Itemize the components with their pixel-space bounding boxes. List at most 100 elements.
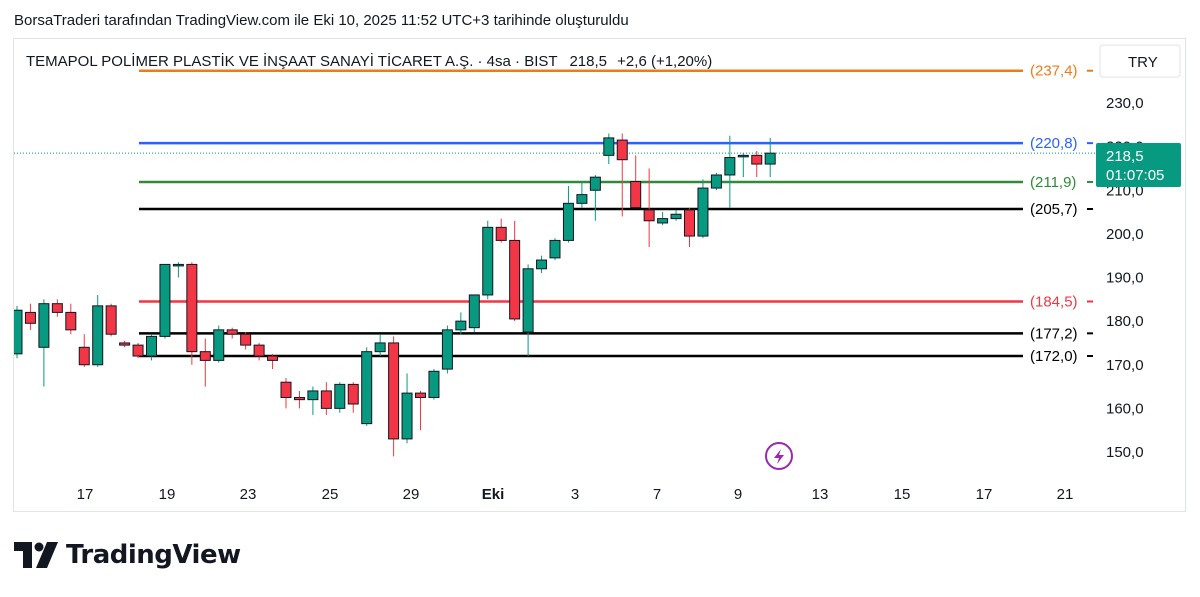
candle-body — [226, 329, 238, 335]
candle-body — [51, 303, 63, 313]
candle-body — [441, 329, 453, 370]
candle-11 — [159, 263, 171, 339]
candle-23 — [320, 382, 332, 415]
x-tick-label: Eki — [482, 486, 505, 503]
candle-body — [657, 218, 669, 224]
candle-48 — [657, 212, 669, 226]
currency-button[interactable]: TRY — [1099, 44, 1181, 78]
candle-17 — [240, 332, 252, 350]
level-label-3: (205,7) — [1030, 201, 1078, 218]
candle-1 — [24, 303, 36, 330]
x-tick-label: 29 — [403, 486, 420, 503]
chart-frame[interactable]: (237,4) (220,8) (211,9) (205,7) (184,5) (177,… — [13, 38, 1186, 512]
last-price-value: 218,5 — [1106, 148, 1144, 165]
candle-body — [522, 268, 534, 333]
candle-8 — [119, 340, 131, 348]
level-label-1: (220,8) — [1030, 135, 1078, 152]
candle-41 — [562, 185, 574, 243]
candle-25 — [347, 382, 359, 413]
candle-body — [684, 209, 695, 237]
tradingview-wordmark: TradingView — [66, 540, 241, 570]
candle-body — [78, 346, 90, 366]
candle-body — [428, 370, 440, 398]
svg-text:TEMAPOL POLİMER PLASTİK VE İNŞ: TEMAPOL POLİMER PLASTİK VE İNŞAAT SANAYİ… — [26, 52, 712, 70]
candle-51 — [697, 179, 709, 239]
time-axis[interactable]: 17 19 23 25 29 Eki 3 7 9 13 15 17 21 — [77, 486, 1074, 503]
candle-0 — [14, 305, 23, 359]
lightning-icon[interactable] — [765, 442, 793, 470]
candle-body — [401, 392, 413, 440]
symbol-title: TEMAPOL POLİMER PLASTİK VE İNŞAAT SANAYİ… — [26, 52, 557, 70]
candle-3 — [51, 299, 63, 317]
candle-6 — [92, 294, 104, 367]
candle-50 — [684, 207, 695, 247]
candle-body — [388, 342, 400, 440]
x-tick-label: 23 — [240, 486, 257, 503]
candlestick-chart[interactable]: (237,4) (220,8) (211,9) (205,7) (184,5) (177,… — [14, 39, 1185, 511]
candle-body — [670, 213, 682, 220]
candle-body — [495, 226, 507, 241]
candle-42 — [576, 181, 588, 208]
candle-body — [172, 263, 184, 267]
candle-body — [24, 311, 36, 324]
tradingview-logo[interactable]: TradingView — [14, 540, 241, 570]
candle-body — [92, 305, 104, 366]
x-tick-label: 17 — [976, 486, 993, 503]
x-tick-label: 13 — [812, 486, 829, 503]
candle-body — [455, 320, 467, 331]
candle-body — [630, 181, 642, 209]
chart-caption: BorsaTraderi tarafından TradingView.com … — [14, 12, 629, 29]
candle-body — [213, 329, 225, 361]
level-label-2: (211,9) — [1030, 174, 1076, 191]
candle-30 — [415, 390, 426, 431]
candle-44 — [603, 133, 615, 165]
candle-55 — [751, 150, 763, 178]
candle-body — [38, 303, 50, 348]
candle-body — [320, 390, 332, 409]
candle-body — [267, 355, 279, 361]
candle-body — [159, 263, 171, 337]
candle-36 — [495, 218, 507, 243]
candle-53 — [724, 135, 736, 208]
candle-16 — [226, 327, 238, 339]
candle-15 — [213, 325, 225, 363]
level-label-4: (184,5) — [1030, 293, 1078, 310]
y-tick-label: 230,0 — [1106, 95, 1144, 112]
y-tick-label: 160,0 — [1106, 400, 1144, 417]
candle-body — [576, 194, 588, 204]
x-tick-label: 19 — [159, 486, 176, 503]
candle-21 — [293, 390, 305, 409]
candle-9 — [132, 342, 144, 359]
y-tick-label: 170,0 — [1106, 357, 1144, 374]
currency-label: TRY — [1128, 54, 1158, 71]
candle-body — [603, 137, 615, 156]
y-tick-label: 200,0 — [1106, 226, 1144, 243]
candle-body — [105, 305, 117, 335]
candle-body — [293, 396, 305, 401]
candle-body — [482, 226, 494, 296]
candle-body — [468, 294, 480, 329]
x-tick-label: 9 — [734, 486, 742, 503]
candle-40 — [549, 238, 561, 261]
x-tick-label: 17 — [77, 486, 94, 503]
candle-32 — [441, 325, 453, 374]
candle-13 — [186, 262, 198, 365]
candle-body — [764, 152, 776, 165]
candle-body — [334, 383, 346, 409]
candle-2 — [38, 299, 50, 387]
price-change: +2,6 (+1,20%) — [617, 53, 712, 70]
candle-20 — [280, 377, 292, 409]
candle-52 — [710, 172, 722, 191]
candle-7 — [105, 303, 117, 337]
candle-body — [132, 344, 144, 357]
candle-22 — [307, 386, 319, 415]
candle-28 — [388, 336, 400, 457]
candle-46 — [630, 155, 642, 209]
candle-38 — [522, 264, 534, 357]
candles — [14, 133, 776, 457]
candle-12 — [172, 262, 184, 278]
level-label-6: (172,0) — [1030, 348, 1078, 365]
candle-39 — [536, 255, 548, 274]
candle-26 — [361, 347, 373, 426]
candle-54 — [737, 153, 749, 178]
